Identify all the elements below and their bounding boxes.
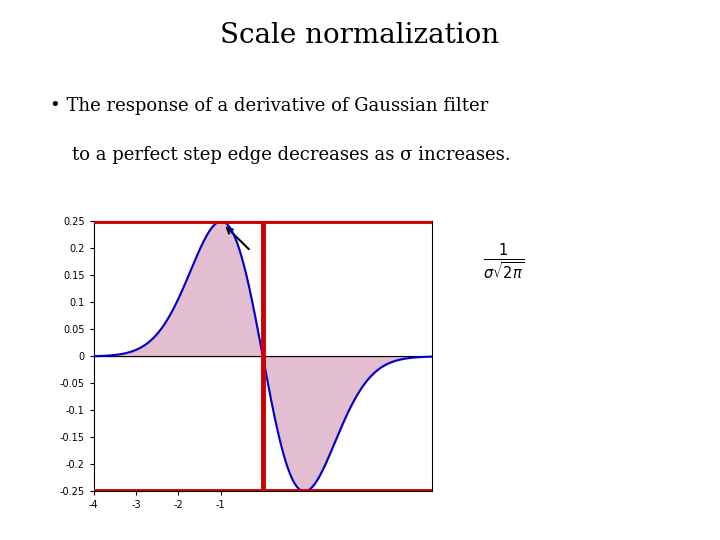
Text: $\frac{1}{\sigma\sqrt{2\pi}}$: $\frac{1}{\sigma\sqrt{2\pi}}$ — [483, 241, 525, 282]
Text: Scale normalization: Scale normalization — [220, 22, 500, 49]
Text: to a perfect step edge decreases as σ increases.: to a perfect step edge decreases as σ in… — [72, 146, 510, 164]
Text: • The response of a derivative of Gaussian filter: • The response of a derivative of Gaussi… — [50, 97, 489, 115]
